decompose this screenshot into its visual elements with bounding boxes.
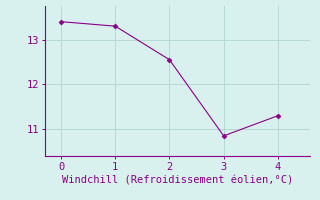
X-axis label: Windchill (Refroidissement éolien,°C): Windchill (Refroidissement éolien,°C) [62,176,293,186]
